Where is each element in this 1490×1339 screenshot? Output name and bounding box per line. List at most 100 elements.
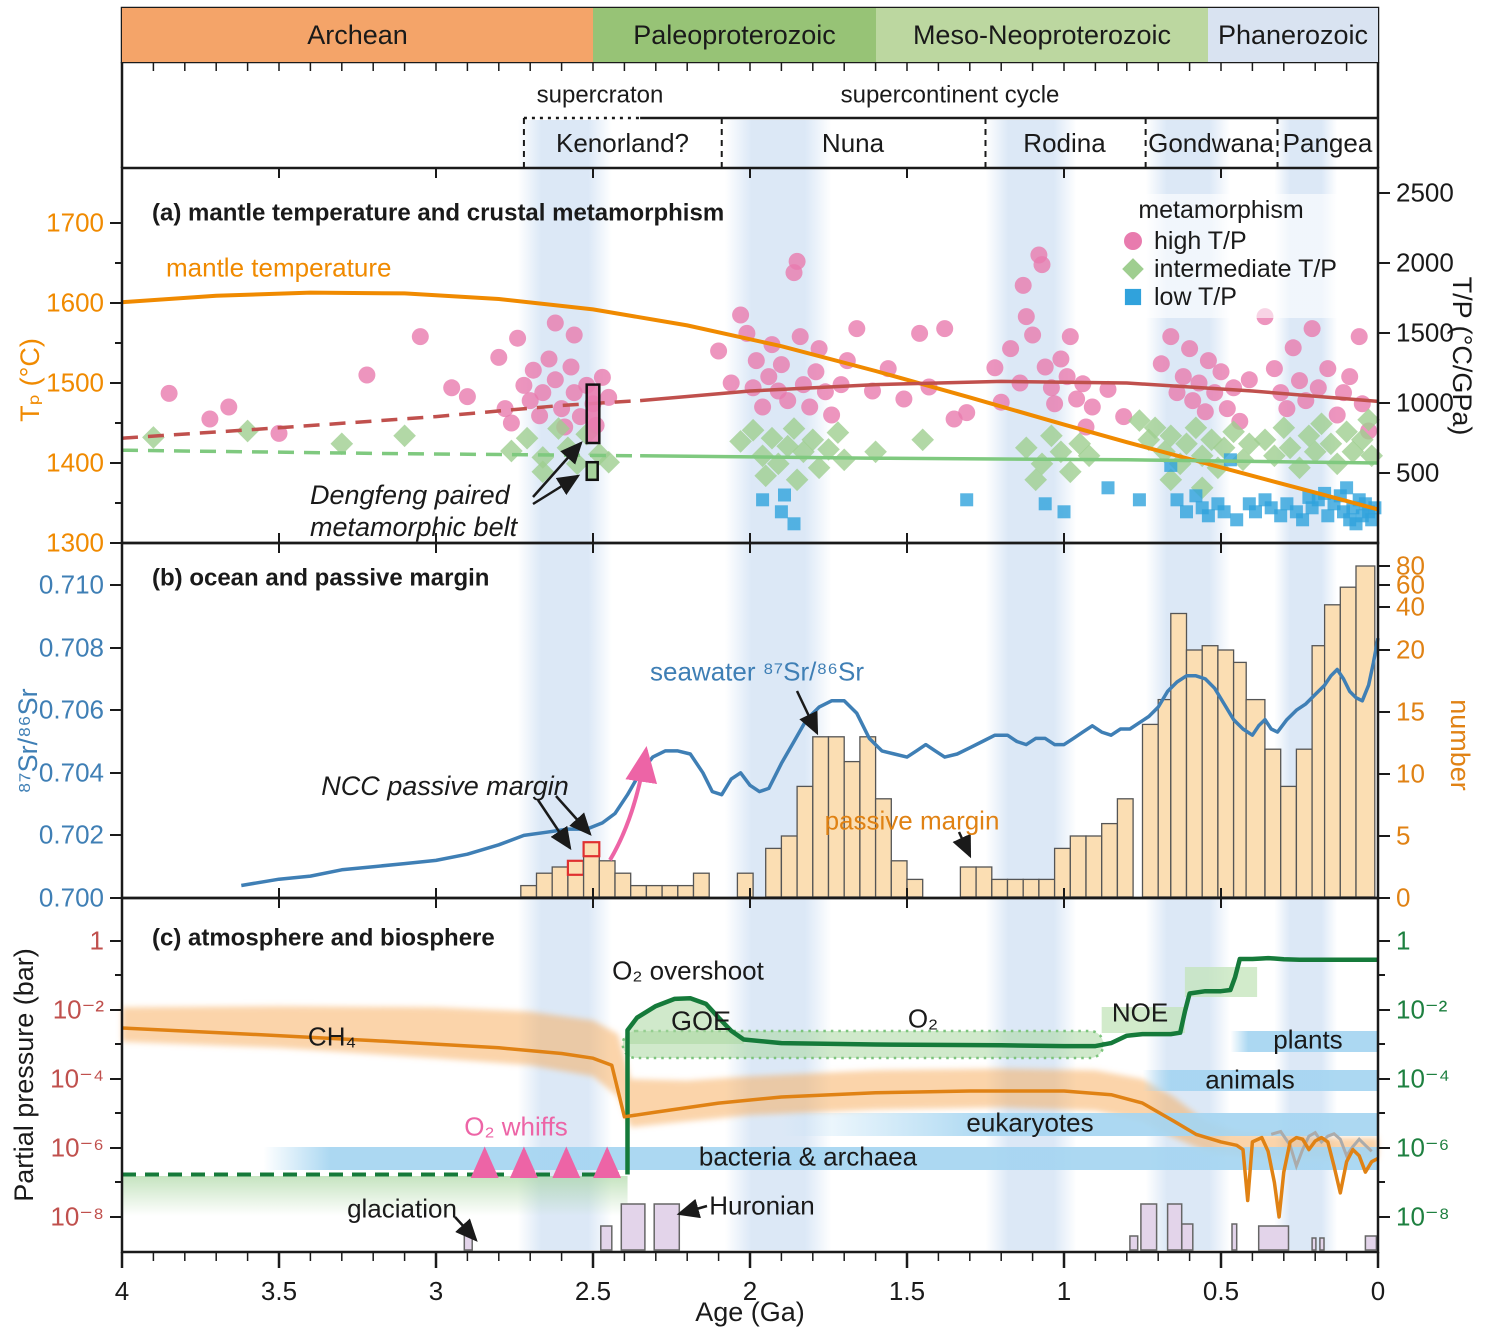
- legend-item-high: high T/P: [1102, 227, 1340, 255]
- panel-a-title: (a) mantle temperature and crustal metam…: [152, 199, 725, 227]
- x-axis-tick: 1.5: [888, 1276, 926, 1306]
- legend-item-label: high T/P: [1154, 226, 1247, 255]
- panel-b-left-tick: 0.700: [38, 882, 104, 913]
- dengfeng-label-line2: metamorphic belt: [310, 511, 518, 542]
- panel-a-right-tick: 2000: [1396, 247, 1454, 278]
- panel-c-left-tick: 10⁻²: [52, 994, 104, 1025]
- panel-c-right-tick: 10⁻⁴: [1396, 1063, 1450, 1094]
- panel-c-right-tick: 10⁻²: [1396, 994, 1448, 1025]
- supercraton-label: supercraton: [536, 81, 664, 109]
- high-tp-marker-icon: [1124, 232, 1142, 250]
- panel-b-right-tick: 5: [1396, 820, 1411, 851]
- panel-a-right-tick: 1000: [1396, 387, 1454, 418]
- panel-b-right-tick: 0: [1396, 882, 1411, 913]
- x-axis-tick: 4: [114, 1276, 130, 1306]
- o2-whiffs-label: O₂ whiffs: [464, 1111, 568, 1142]
- panel-c-left-tick: 10⁻⁸: [50, 1201, 104, 1232]
- mantle-temperature-label: mantle temperature: [166, 252, 392, 283]
- era-label: Paleoproterozoic: [633, 19, 836, 50]
- x-axis-tick: 0.5: [1202, 1276, 1240, 1306]
- panel-b-left-tick: 0.704: [38, 757, 104, 788]
- intermediate-tp-marker-icon: [1122, 258, 1144, 280]
- panel-a-y-axis-title: Tₚ (°C): [14, 338, 45, 422]
- era-cell-phanerozoic: Phanerozoic: [1208, 8, 1378, 62]
- panel-a-left-tick: 1400: [46, 447, 104, 478]
- panel-b-right-tick: 80: [1396, 550, 1425, 581]
- panel-c-left-tick: 1: [89, 925, 104, 956]
- panel-b-right-tick: 60: [1396, 569, 1425, 600]
- x-axis-title: Age (Ga): [695, 1296, 805, 1327]
- box-label: Gondwana: [1148, 127, 1274, 158]
- panel-c-right-tick: 1: [1396, 925, 1411, 956]
- x-axis-tick: 1: [1056, 1276, 1072, 1306]
- glaciation-label: glaciation: [347, 1193, 457, 1224]
- box-gondwana: Gondwana: [1145, 118, 1277, 168]
- x-axis-tick: 3.5: [260, 1276, 298, 1306]
- plants-label: plants: [1273, 1024, 1343, 1055]
- era-cell-paleoproterozoic: Paleoproterozoic: [593, 8, 876, 62]
- panel-a-right-tick: 2500: [1396, 177, 1454, 208]
- panel-b-right-tick: 15: [1396, 696, 1425, 727]
- panel-b-right-axis-title: number: [1445, 699, 1476, 791]
- box-label: Pangea: [1282, 127, 1373, 158]
- panel-a-left-tick: 1300: [46, 527, 104, 558]
- animals-label: animals: [1205, 1064, 1295, 1095]
- panel-b-left-tick: 0.702: [38, 819, 104, 850]
- panel-a-right-tick: 500: [1396, 457, 1440, 488]
- panel-c-title: (c) atmosphere and biosphere: [152, 924, 495, 952]
- box-nuna: Nuna: [722, 118, 984, 168]
- era-cell-archean: Archean: [122, 8, 593, 62]
- panel-b-left-tick: 0.706: [38, 694, 104, 725]
- era-label: Phanerozoic: [1217, 19, 1369, 50]
- panel-c-right-tick: 10⁻⁶: [1396, 1132, 1450, 1163]
- legend-item-label: intermediate T/P: [1154, 254, 1337, 283]
- box-rodina: Rodina: [984, 118, 1145, 168]
- goe-label: GOE: [670, 1005, 732, 1036]
- panel-a-left-tick: 1700: [46, 207, 104, 238]
- low-tp-marker-icon: [1124, 288, 1142, 306]
- legend-metamorphism: metamorphism high T/P intermediate T/P l…: [1102, 196, 1340, 311]
- x-axis-tick: 2: [742, 1276, 758, 1306]
- legend-item-intermediate: intermediate T/P: [1102, 255, 1340, 283]
- supercontinent-label: supercontinent cycle: [840, 81, 1060, 109]
- ncc-passive-margin-label: NCC passive margin: [321, 770, 569, 801]
- legend-item-label: low T/P: [1154, 282, 1237, 311]
- ch4-label: CH₄: [307, 1021, 357, 1052]
- box-pangea: Pangea: [1277, 118, 1378, 168]
- box-label: Rodina: [1023, 127, 1106, 158]
- panel-c-y-axis-title: Partial pressure (bar): [8, 948, 39, 1202]
- panel-b-left-tick: 0.708: [38, 632, 104, 663]
- seawater-sr-label: seawater ⁸⁷Sr/⁸⁶Sr: [650, 656, 864, 687]
- box-label: Nuna: [821, 127, 885, 158]
- era-label: Archean: [307, 19, 408, 50]
- dengfeng-label-line1: Dengfeng paired: [310, 479, 510, 510]
- bacteria-archaea-label: bacteria & archaea: [698, 1141, 918, 1172]
- panel-a-left-tick: 1500: [46, 367, 104, 398]
- legend-title: metamorphism: [1138, 196, 1304, 224]
- panel-b-right-tick: 20: [1396, 634, 1425, 665]
- panel-b-title: (b) ocean and passive margin: [152, 564, 490, 592]
- panel-c-left-tick: 10⁻⁶: [50, 1132, 104, 1163]
- panel-b-right-tick: 40: [1396, 591, 1425, 622]
- x-axis-tick: 3: [428, 1276, 444, 1306]
- era-cell-meso-neoproterozoic: Meso-Neoproterozoic: [876, 8, 1208, 62]
- panel-a-right-tick: 1500: [1396, 317, 1454, 348]
- x-axis-tick: 0: [1370, 1276, 1386, 1306]
- panel-c-left-tick: 10⁻⁴: [50, 1063, 104, 1094]
- legend-item-low: low T/P: [1102, 283, 1340, 311]
- eukaryotes-label: eukaryotes: [966, 1107, 1094, 1138]
- box-kenorland: Kenorland?: [523, 118, 722, 168]
- panel-b-y-axis-title: ⁸⁷Sr/⁸⁶Sr: [12, 688, 43, 794]
- panel-b-left-tick: 0.710: [38, 569, 104, 600]
- box-label: Kenorland?: [556, 127, 689, 158]
- huronian-label: Huronian: [709, 1190, 815, 1221]
- x-axis-tick: 2.5: [574, 1276, 612, 1306]
- noe-label: NOE: [1111, 997, 1169, 1028]
- o2-label: O₂: [907, 1003, 939, 1034]
- o2-overshoot-label: O₂ overshoot: [612, 955, 764, 986]
- panel-b-right-tick: 10: [1396, 758, 1425, 789]
- era-label: Meso-Neoproterozoic: [912, 19, 1172, 50]
- passive-margin-label: passive margin: [824, 805, 1000, 836]
